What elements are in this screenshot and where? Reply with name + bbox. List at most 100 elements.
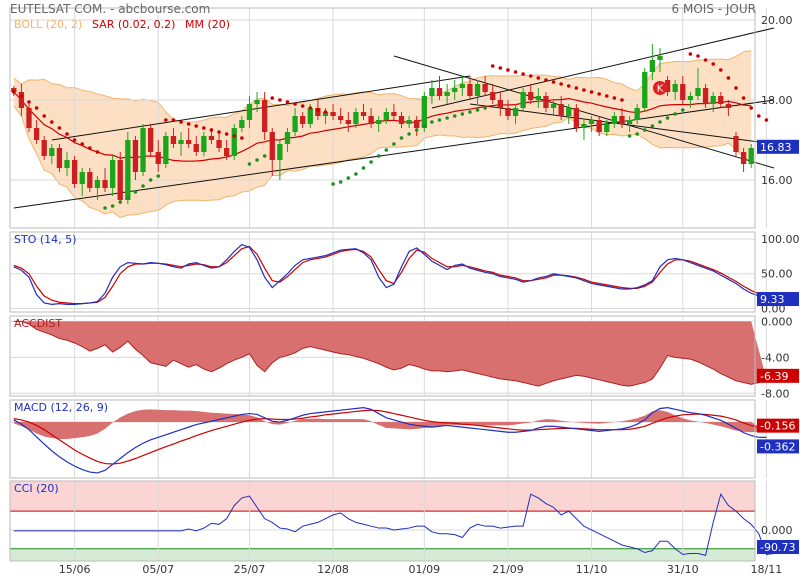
sar-dot	[186, 122, 191, 126]
sar-dot	[604, 94, 609, 98]
candle-body	[467, 84, 473, 96]
sar-dot	[217, 130, 221, 134]
candle-body	[79, 172, 85, 184]
candle-body	[201, 136, 207, 152]
candle-body	[94, 180, 101, 188]
sar-dot	[308, 106, 313, 110]
price-tick-label: 20.00	[761, 14, 793, 27]
candle-body	[452, 88, 458, 92]
candle-body	[155, 152, 161, 164]
candle-body	[619, 116, 625, 124]
cci-line	[13, 492, 790, 556]
sar-dot	[696, 54, 700, 58]
candle-body	[558, 104, 564, 116]
candle-body	[262, 100, 268, 132]
trend-line	[13, 99, 775, 209]
sar-dot	[635, 132, 639, 136]
candle-body	[26, 108, 32, 128]
x-tick-label: 31/10	[667, 563, 699, 576]
sar-dot	[757, 114, 761, 118]
sar-dot	[12, 90, 16, 94]
candle-body	[292, 116, 298, 132]
candle-body	[710, 96, 716, 104]
legend-macd: MACD (12, 26, 9)	[14, 401, 109, 414]
sar-dot	[475, 108, 480, 112]
accdist-tick-label: -8.00	[761, 387, 789, 400]
sar-dot	[392, 142, 396, 146]
sar-dot	[665, 116, 670, 120]
sar-dot	[536, 76, 541, 80]
candle-body	[231, 128, 237, 156]
bollinger-band-fill	[13, 50, 752, 218]
sar-dot	[612, 96, 617, 100]
candle-body	[512, 108, 519, 116]
candle-body	[223, 148, 230, 156]
cci-tick-label: 0.000	[761, 524, 793, 537]
candle-body	[740, 152, 747, 164]
sto-last-value: 9.33	[760, 293, 785, 306]
candle-body	[345, 120, 351, 124]
sar-dot	[27, 100, 31, 104]
candle-body	[383, 112, 389, 120]
period-label: 6 MOIS - JOUR	[671, 2, 756, 16]
sar-dot	[278, 98, 282, 102]
candle-body	[649, 60, 656, 72]
candle-body	[56, 148, 63, 168]
sar-dot	[407, 132, 411, 136]
sar-dot	[658, 120, 662, 124]
x-tick-label: 25/07	[234, 563, 266, 576]
panel-frame	[9, 231, 756, 313]
sar-dot	[734, 86, 738, 90]
candle-body	[444, 92, 450, 96]
candle-body	[307, 108, 313, 124]
candle-body	[687, 96, 694, 100]
candle-body	[520, 92, 526, 108]
sar-dot	[42, 114, 47, 118]
sto-tick-label: 100.00	[761, 233, 800, 246]
sar-dot	[551, 80, 556, 84]
sar-dot	[513, 70, 518, 74]
source-name: - abcbourse.com	[110, 2, 211, 16]
sar-dot	[566, 84, 571, 88]
sar-dot	[240, 136, 244, 140]
sar-dot	[414, 128, 419, 132]
candle-body	[611, 116, 618, 124]
sar-dot	[270, 96, 275, 100]
sar-dot	[247, 162, 252, 166]
sar-dot	[468, 110, 472, 114]
sar-dot	[726, 76, 731, 80]
candle-body	[459, 84, 465, 88]
trend-line	[393, 55, 775, 169]
candle-body	[490, 92, 496, 100]
sar-dot	[110, 204, 115, 208]
macd-signal-line	[13, 409, 767, 465]
candle-body	[604, 124, 610, 132]
legend-sto: STO (14, 5)	[14, 233, 77, 246]
candle-body	[125, 140, 131, 200]
event-badge	[652, 81, 667, 95]
candle-body	[505, 108, 511, 116]
sar-dot	[490, 64, 495, 68]
sar-dot	[300, 104, 305, 108]
panel-frame	[9, 480, 756, 562]
candle-body	[573, 108, 580, 128]
sar-dot	[171, 118, 176, 122]
sar-dot	[582, 88, 586, 92]
instrument-name: EUTELSAT COM.	[10, 2, 107, 16]
candle-body	[657, 56, 663, 60]
sar-dot	[293, 102, 297, 106]
trend-line	[51, 75, 470, 141]
sar-dot	[179, 120, 183, 124]
candle-body	[216, 140, 222, 148]
candle-body	[528, 92, 534, 100]
candle-body	[277, 144, 283, 160]
candle-body	[33, 128, 40, 140]
candle-body	[664, 80, 671, 92]
candle-body	[702, 88, 709, 104]
candle-body	[588, 120, 595, 124]
x-tick-label: 05/07	[142, 563, 174, 576]
candle-body	[246, 104, 253, 120]
candle-body	[436, 88, 443, 96]
sar-dot	[574, 86, 579, 90]
sar-dot	[711, 62, 715, 66]
